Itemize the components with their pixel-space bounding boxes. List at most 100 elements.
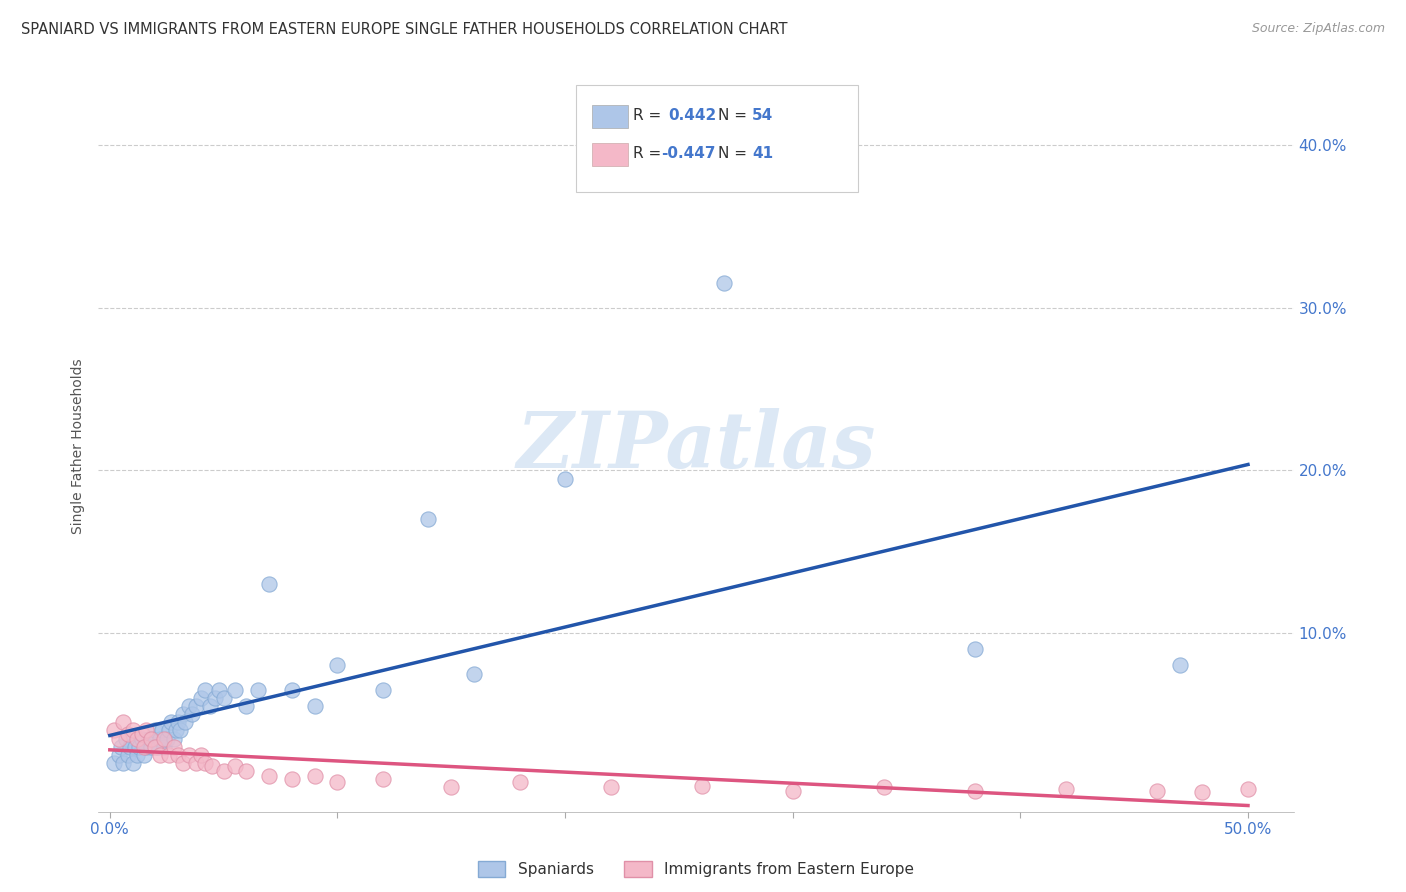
Point: [149, 731, 172, 746]
Point: [135, 739, 157, 754]
Point: [112, 756, 135, 770]
Point: [212, 764, 235, 778]
Point: [201, 759, 224, 773]
Point: [117, 747, 139, 762]
Point: [131, 731, 153, 746]
Point: [138, 731, 160, 746]
Point: [198, 699, 221, 714]
Point: [190, 747, 212, 762]
Point: [117, 727, 139, 741]
Point: [212, 690, 235, 705]
Point: [167, 747, 190, 762]
Y-axis label: Single Father Households: Single Father Households: [72, 359, 86, 533]
Point: [103, 756, 125, 770]
Point: [127, 731, 149, 746]
Point: [114, 731, 136, 746]
Point: [179, 699, 201, 714]
Point: [326, 775, 349, 789]
Point: [371, 772, 394, 787]
Point: [142, 731, 165, 746]
Point: [172, 756, 194, 770]
Point: [190, 690, 212, 705]
Point: [224, 682, 246, 697]
Point: [204, 690, 226, 705]
Text: 0.442: 0.442: [668, 109, 716, 123]
Point: [165, 723, 187, 738]
Text: ZIPatlas: ZIPatlas: [516, 408, 876, 484]
Point: [162, 739, 184, 754]
Point: [463, 666, 485, 681]
Point: [1191, 785, 1213, 799]
Point: [1168, 658, 1191, 673]
Text: N =: N =: [718, 109, 752, 123]
Point: [108, 731, 131, 746]
Point: [153, 739, 176, 754]
Point: [782, 783, 804, 797]
Point: [110, 739, 132, 754]
Point: [169, 723, 191, 738]
Point: [235, 764, 257, 778]
Point: [121, 756, 143, 770]
Point: [194, 682, 217, 697]
Point: [143, 739, 166, 754]
Point: [121, 723, 143, 738]
Point: [128, 739, 150, 754]
Point: [157, 747, 180, 762]
Point: [713, 277, 735, 291]
Point: [180, 707, 202, 722]
Legend: Spaniards, Immigrants from Eastern Europe: Spaniards, Immigrants from Eastern Europ…: [478, 862, 914, 877]
Point: [127, 747, 149, 762]
Point: [149, 747, 172, 762]
Point: [156, 731, 179, 746]
Text: 54: 54: [752, 109, 773, 123]
Point: [150, 723, 173, 738]
Point: [873, 780, 896, 795]
Point: [304, 699, 326, 714]
Point: [235, 699, 257, 714]
Point: [281, 682, 304, 697]
Point: [326, 658, 349, 673]
Point: [599, 780, 621, 795]
Point: [120, 739, 142, 754]
Point: [304, 769, 326, 783]
Point: [174, 715, 197, 730]
Point: [179, 747, 201, 762]
Text: 41: 41: [752, 146, 773, 161]
Point: [146, 739, 169, 754]
Point: [257, 769, 280, 783]
Point: [1237, 781, 1260, 796]
Point: [132, 739, 155, 754]
Point: [132, 747, 155, 762]
Point: [143, 723, 166, 738]
Point: [139, 731, 162, 746]
Text: SPANIARD VS IMMIGRANTS FROM EASTERN EUROPE SINGLE FATHER HOUSEHOLDS CORRELATION : SPANIARD VS IMMIGRANTS FROM EASTERN EURO…: [21, 22, 787, 37]
Point: [509, 775, 531, 789]
Point: [157, 723, 180, 738]
Point: [172, 707, 194, 722]
Point: [108, 747, 131, 762]
Point: [131, 727, 153, 741]
Point: [135, 723, 157, 738]
Point: [224, 759, 246, 773]
Point: [281, 772, 304, 787]
Point: [167, 715, 190, 730]
Point: [690, 779, 713, 793]
Text: R =: R =: [633, 146, 666, 161]
Point: [554, 471, 576, 485]
Point: [160, 715, 183, 730]
Point: [371, 682, 394, 697]
Text: R =: R =: [633, 109, 666, 123]
Point: [186, 699, 208, 714]
Text: -0.447: -0.447: [661, 146, 716, 161]
Point: [139, 739, 162, 754]
Point: [153, 731, 176, 746]
Point: [208, 682, 231, 697]
Point: [963, 783, 986, 797]
Text: Source: ZipAtlas.com: Source: ZipAtlas.com: [1251, 22, 1385, 36]
Point: [103, 723, 125, 738]
Point: [162, 731, 184, 746]
Point: [1054, 781, 1077, 796]
Point: [418, 512, 440, 526]
Point: [194, 756, 217, 770]
Point: [124, 739, 146, 754]
